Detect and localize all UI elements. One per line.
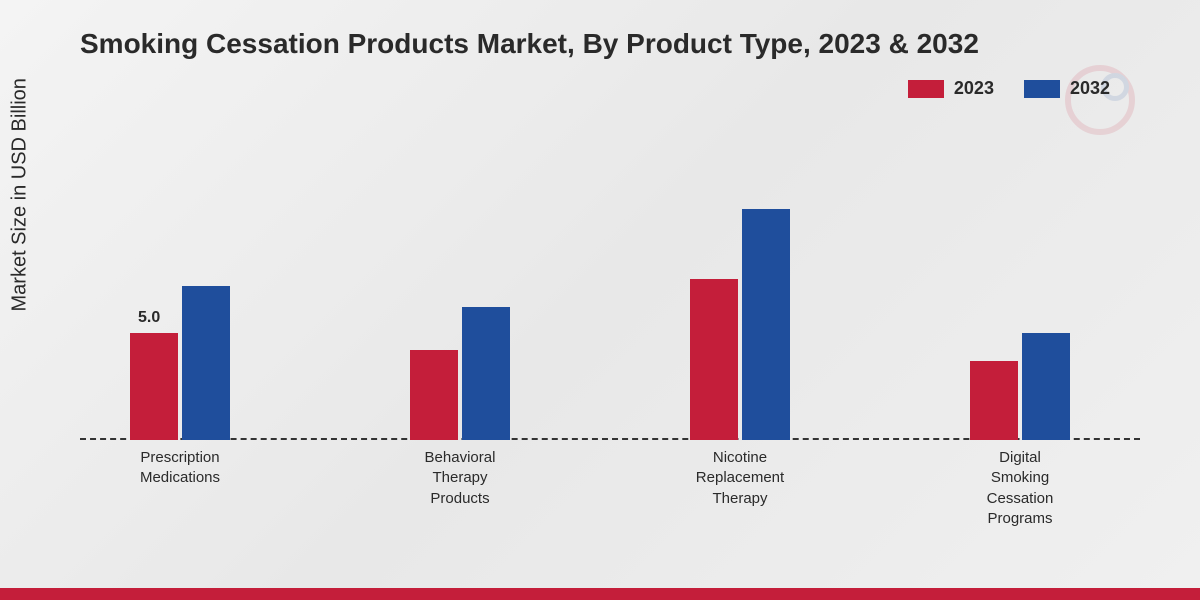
- bar-2032: [1022, 333, 1070, 440]
- legend-label-2032: 2032: [1070, 78, 1110, 99]
- bar-group: [130, 286, 230, 440]
- category-label: NicotineReplacementTherapy: [660, 448, 820, 509]
- bar-2032: [462, 307, 510, 440]
- legend-label-2023: 2023: [954, 78, 994, 99]
- watermark-logo: [1055, 55, 1145, 145]
- bar-2023: [970, 361, 1018, 440]
- legend-item-2032: 2032: [1024, 78, 1110, 99]
- bar-2023: [690, 279, 738, 440]
- chart-container: Smoking Cessation Products Market, By Pr…: [0, 0, 1200, 600]
- legend-swatch-2032: [1024, 80, 1060, 98]
- bar-group: [410, 307, 510, 440]
- footer-bar: [0, 588, 1200, 600]
- bar-group: [690, 209, 790, 440]
- plot-area: 5.0: [80, 140, 1140, 440]
- bar-group: [970, 333, 1070, 440]
- category-label: PrescriptionMedications: [100, 448, 260, 489]
- category-label: DigitalSmokingCessationPrograms: [940, 448, 1100, 529]
- bar-2032: [182, 286, 230, 440]
- category-label: BehavioralTherapyProducts: [380, 448, 540, 509]
- legend-swatch-2023: [908, 80, 944, 98]
- yaxis-label: Market Size in USD Billion: [9, 78, 32, 311]
- chart-title: Smoking Cessation Products Market, By Pr…: [80, 28, 979, 60]
- bar-2032: [742, 209, 790, 440]
- legend: 2023 2032: [908, 78, 1110, 99]
- bar-2023: [130, 333, 178, 440]
- legend-item-2023: 2023: [908, 78, 994, 99]
- bar-2023: [410, 350, 458, 440]
